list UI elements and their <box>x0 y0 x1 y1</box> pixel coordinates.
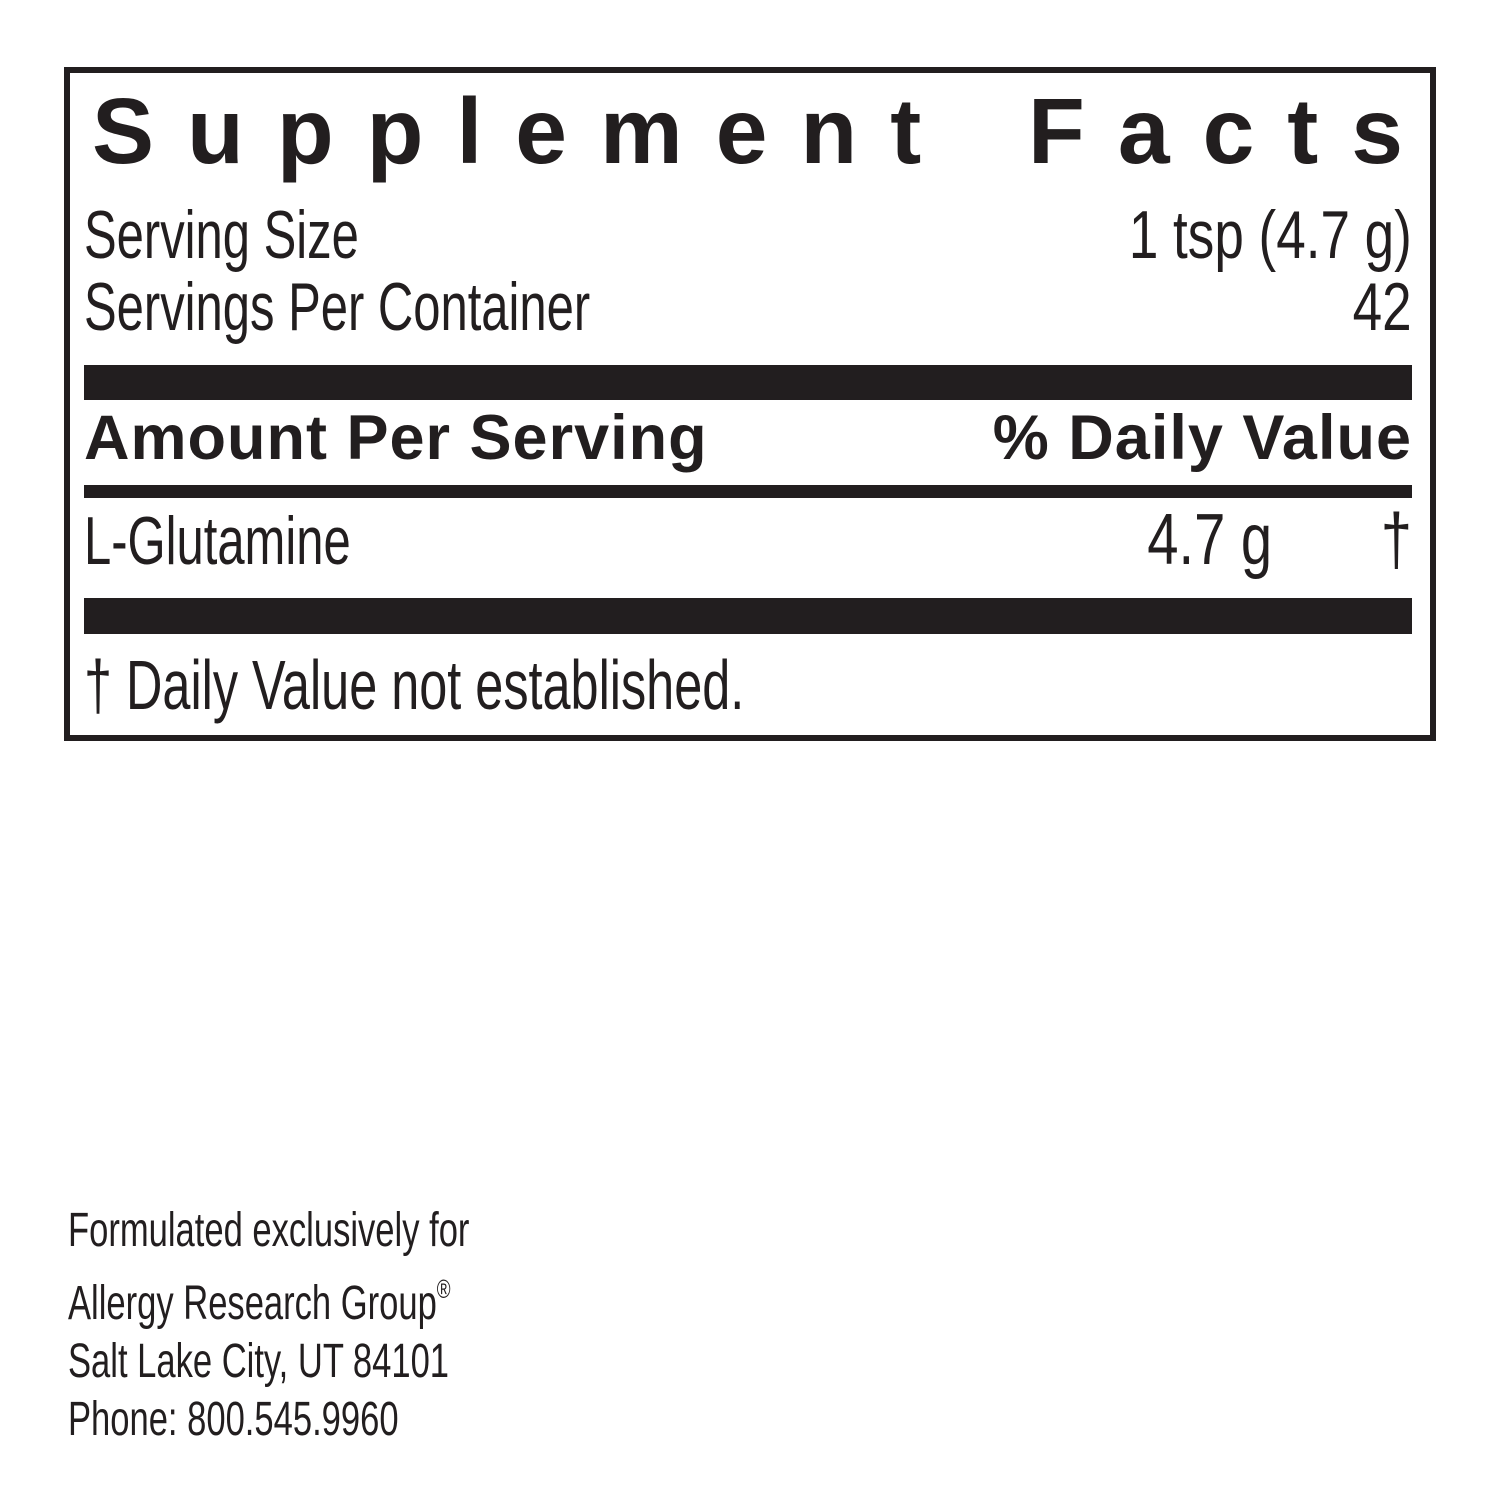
serving-size-label: Serving Size <box>84 197 359 273</box>
brand-name-line: Allergy Research Group® <box>68 1260 451 1333</box>
divider-thin <box>84 485 1412 498</box>
daily-value-header: % Daily Value <box>992 403 1412 473</box>
serving-info-block: Serving Size 1 tsp (4.7 g) Servings Per … <box>84 199 1412 343</box>
distributor-line-1: Formulated exclusively for <box>68 1202 626 1260</box>
phone-text: Phone: 800.545.9960 <box>68 1393 399 1446</box>
city-state-zip-text: Salt Lake City, UT 84101 <box>68 1335 450 1388</box>
serving-size-row: Serving Size 1 tsp (4.7 g) <box>84 199 1412 271</box>
servings-per-container-row: Servings Per Container 42 <box>84 271 1412 343</box>
distributor-info: Formulated exclusively for Allergy Resea… <box>68 1202 626 1449</box>
servings-per-container-label: Servings Per Container <box>84 269 591 345</box>
formulated-for-text: Formulated exclusively for <box>68 1204 470 1257</box>
ingredient-amount-cell: 4.7 g <box>1112 504 1272 576</box>
column-header-row: Amount Per Serving % Daily Value <box>84 405 1412 471</box>
amount-per-serving-header: Amount Per Serving <box>84 403 708 473</box>
footnote-text: † Daily Value not established. <box>84 646 745 724</box>
distributor-line-2: Allergy Research Group® <box>68 1260 626 1333</box>
distributor-line-3: Salt Lake City, UT 84101 <box>68 1333 626 1391</box>
panel-title: Supplement Facts <box>92 79 1436 183</box>
servings-per-container-value: 42 <box>1353 269 1412 345</box>
supplement-facts-panel: Supplement Facts Serving Size 1 tsp (4.7… <box>64 67 1436 741</box>
footnote-row: † Daily Value not established. <box>84 649 1412 721</box>
ingredient-amount: 4.7 g <box>1147 500 1272 580</box>
divider-thick-top <box>84 365 1412 400</box>
daily-value-dagger: † <box>1380 500 1412 580</box>
distributor-line-4: Phone: 800.545.9960 <box>68 1391 626 1449</box>
divider-thick-bottom <box>84 598 1412 634</box>
ingredient-name-cell: L-Glutamine <box>84 505 1112 577</box>
ingredient-daily-value-cell: † <box>1272 504 1412 576</box>
ingredient-name: L-Glutamine <box>84 503 351 579</box>
brand-name: Allergy Research Group <box>68 1277 437 1330</box>
serving-size-value: 1 tsp (4.7 g) <box>1128 197 1412 273</box>
ingredient-row: L-Glutamine 4.7 g † <box>84 504 1412 577</box>
registered-trademark-icon: ® <box>436 1274 451 1304</box>
